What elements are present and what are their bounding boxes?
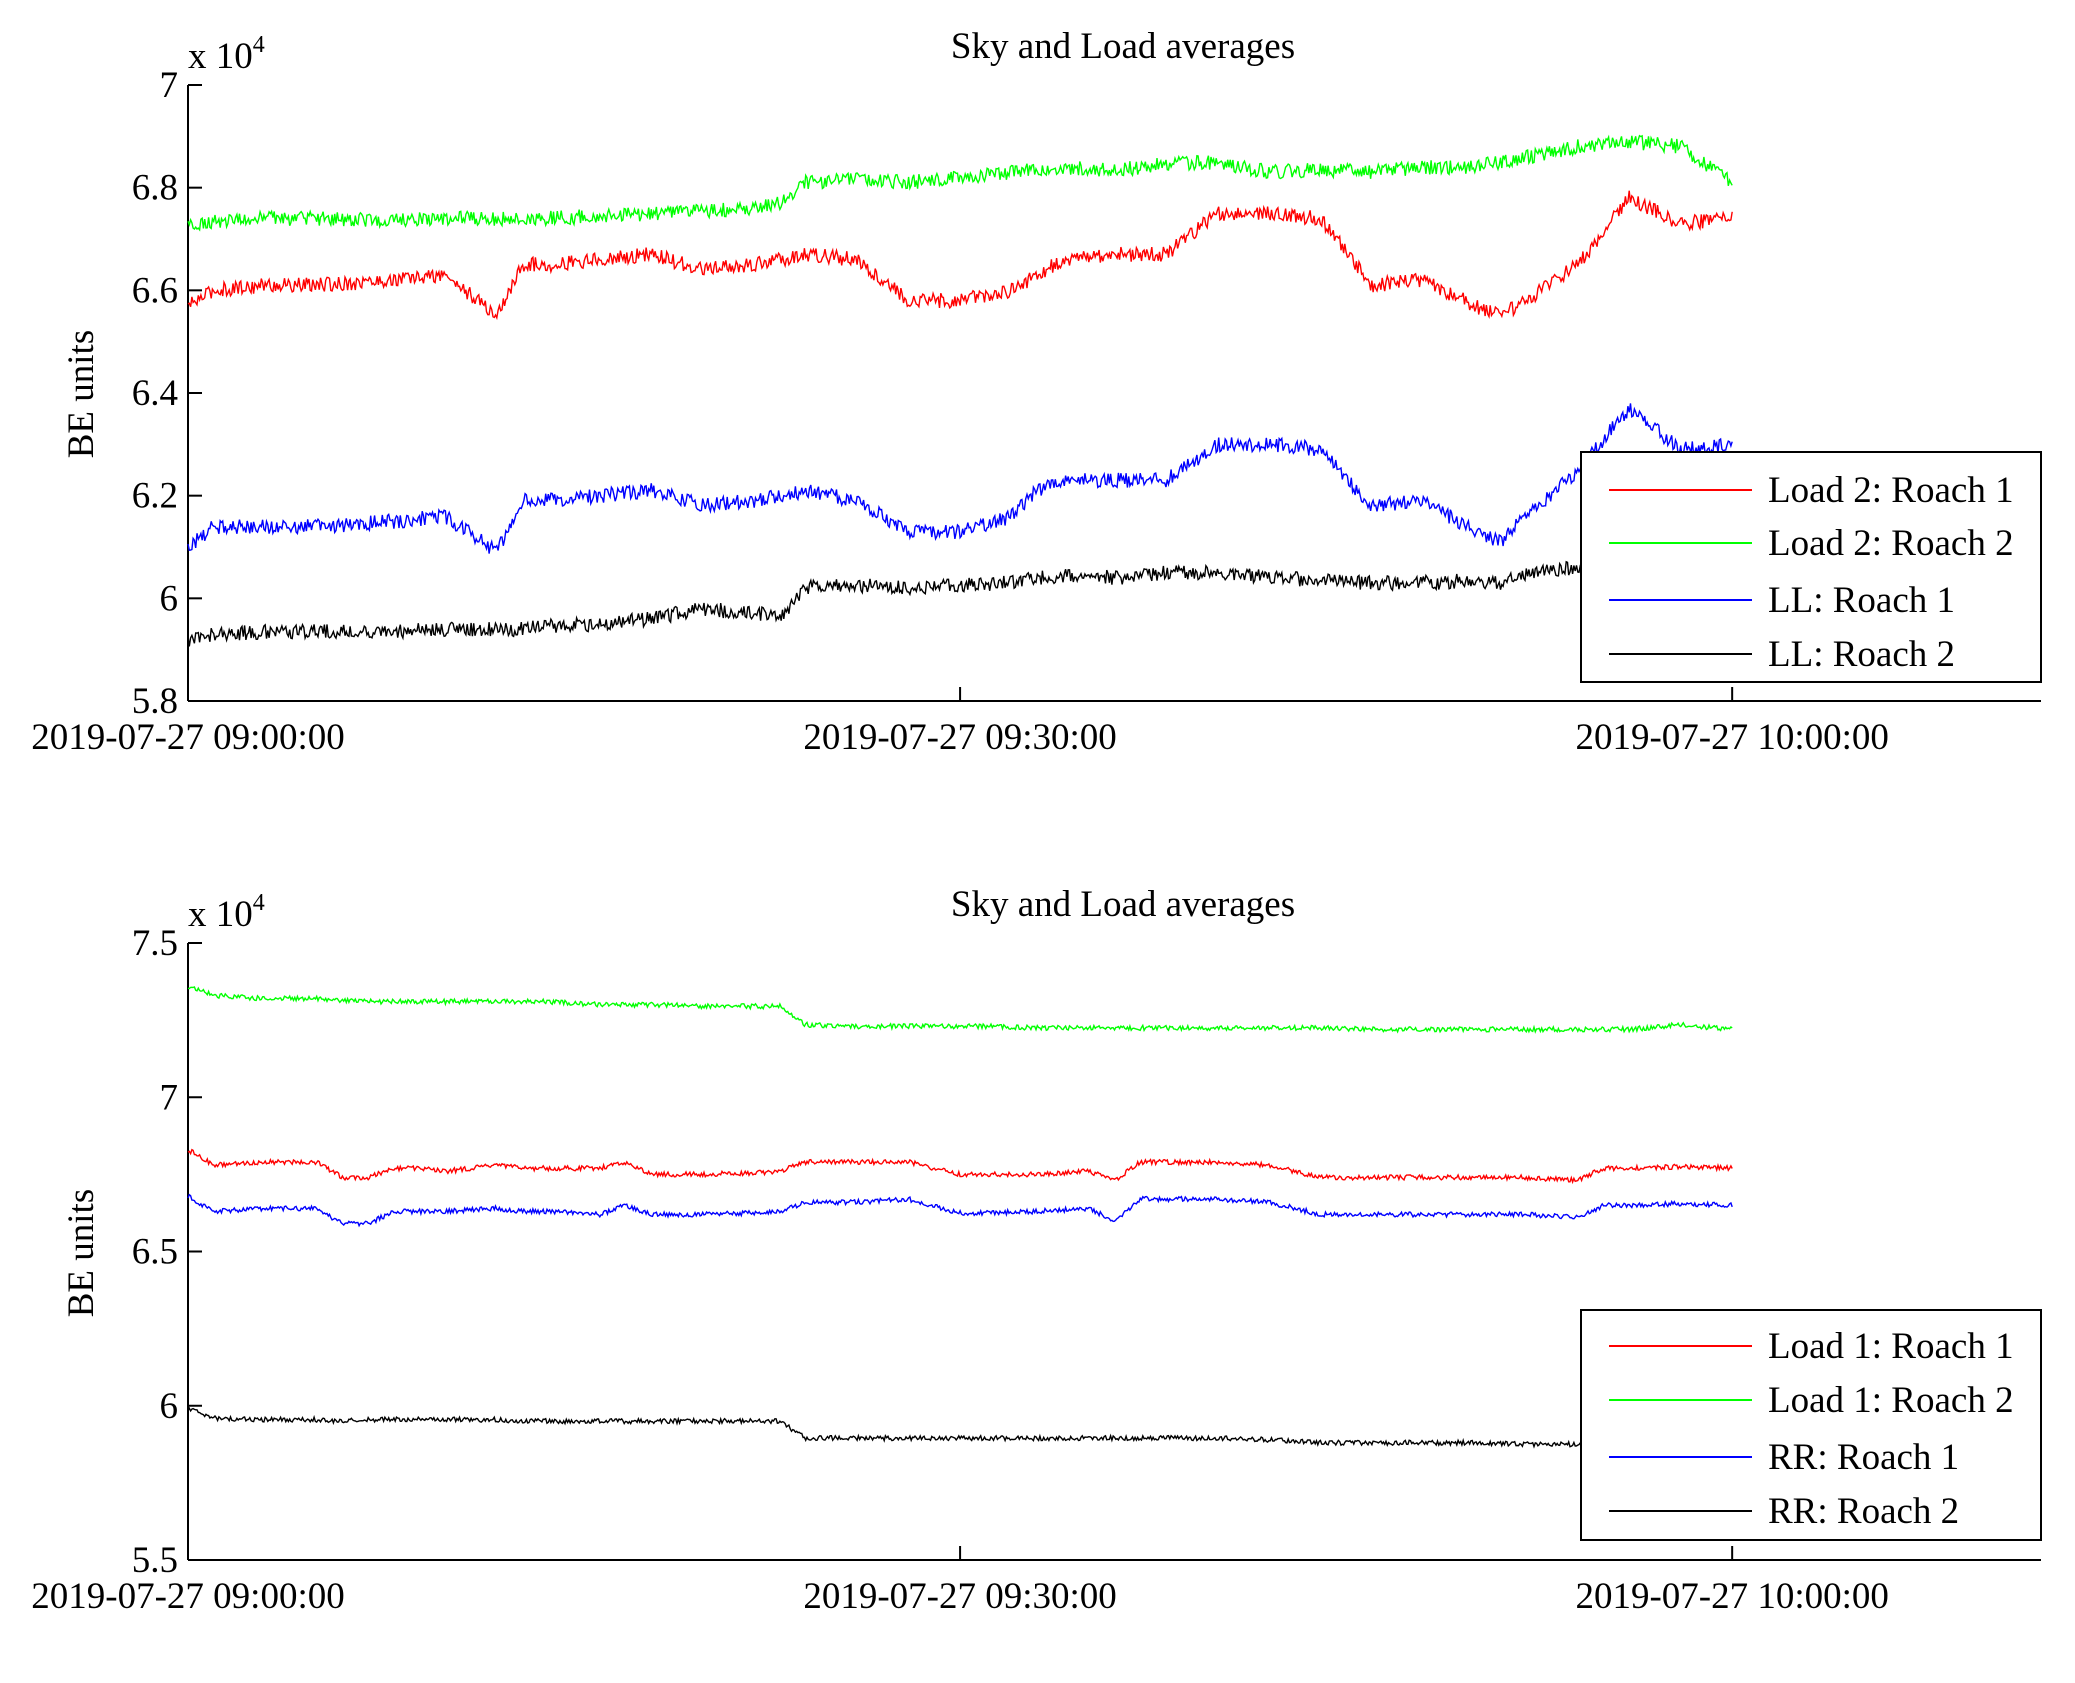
- y-tick-label: 5.5: [132, 1540, 178, 1581]
- bottom-legend-label-rr-roach2: RR: Roach 2: [1768, 1491, 1959, 1532]
- x-tick-label: 2019-07-27 10:00:00: [1575, 717, 1888, 758]
- top-series-group: [187, 134, 1733, 647]
- series-line-rr-roach-2: [187, 1406, 1733, 1450]
- y-tick-label: 6.6: [132, 270, 178, 311]
- top-y-axis-label: BE units: [61, 330, 102, 459]
- x-tick-label: 2019-07-27 09:00:00: [31, 717, 344, 758]
- top-y-ticks: 5.8 6 6.2 6.4 6.6 6.8 7: [132, 65, 202, 722]
- y-tick-label: 5.8: [132, 681, 178, 722]
- y-tick-label: 7: [160, 65, 179, 106]
- y-tick-label: 7.5: [132, 923, 178, 964]
- series-line-load-1-roach-2: [187, 986, 1733, 1034]
- x-tick-label: 2019-07-27 09:30:00: [803, 1576, 1116, 1617]
- series-line-ll-roach-2: [187, 554, 1733, 647]
- bottom-y-ticks: 5.5 6 6.5 7 7.5: [132, 923, 202, 1581]
- bottom-x-ticks: 2019-07-27 09:00:00 2019-07-27 09:30:00 20…: [31, 1546, 1889, 1617]
- bottom-series-group: [187, 986, 1733, 1450]
- top-x-ticks: 2019-07-27 09:00:00 2019-07-27 09:30:00 20…: [31, 687, 1889, 758]
- series-line-load-2-roach-1: [187, 190, 1733, 321]
- series-line-load-1-roach-1: [187, 1148, 1733, 1185]
- bottom-legend-box: [1580, 1309, 2042, 1541]
- top-legend-label-load2-roach2: Load 2: Roach 2: [1768, 523, 2014, 564]
- series-line-ll-roach-1: [187, 403, 1733, 554]
- top-legend-label-ll-roach1: LL: Roach 1: [1768, 580, 1955, 621]
- y-tick-label: 6: [160, 1386, 179, 1427]
- top-chart-title: Sky and Load averages: [951, 26, 1295, 67]
- x-tick-label: 2019-07-27 09:00:00: [31, 1576, 344, 1617]
- y-tick-label: 6.5: [132, 1232, 178, 1273]
- y-tick-label: 6: [160, 578, 179, 619]
- bottom-legend-label-load1-roach2: Load 1: Roach 2: [1768, 1380, 2014, 1421]
- bottom-panel: Sky and Load averages x 104 BE units 201…: [31, 884, 2042, 1617]
- x-tick-label: 2019-07-27 09:30:00: [803, 717, 1116, 758]
- bottom-chart-title: Sky and Load averages: [951, 884, 1295, 925]
- top-y-multiplier: x 104: [188, 32, 265, 77]
- y-tick-label: 6.2: [132, 476, 178, 517]
- bottom-legend-label-load1-roach1: Load 1: Roach 1: [1768, 1326, 2014, 1367]
- x-tick-label: 2019-07-27 10:00:00: [1575, 1576, 1888, 1617]
- bottom-y-axis-label: BE units: [61, 1189, 102, 1318]
- y-tick-label: 7: [160, 1077, 179, 1118]
- bottom-legend: Load 1: Roach 1 Load 1: Roach 2 RR: Roac…: [1580, 1309, 2042, 1541]
- bottom-y-multiplier: x 104: [188, 890, 265, 935]
- series-line-rr-roach-1: [187, 1193, 1733, 1228]
- top-legend-label-load2-roach1: Load 2: Roach 1: [1768, 470, 2014, 511]
- y-tick-label: 6.4: [132, 373, 178, 414]
- y-tick-label: 6.8: [132, 168, 178, 209]
- top-legend: Load 2: Roach 1 Load 2: Roach 2 LL: Roac…: [1580, 451, 2042, 683]
- bottom-legend-label-rr-roach1: RR: Roach 1: [1768, 1437, 1959, 1478]
- top-panel: Sky and Load averages x 104 BE units 201…: [31, 26, 2042, 758]
- top-legend-label-ll-roach2: LL: Roach 2: [1768, 634, 1955, 675]
- series-line-load-2-roach-2: [187, 134, 1733, 232]
